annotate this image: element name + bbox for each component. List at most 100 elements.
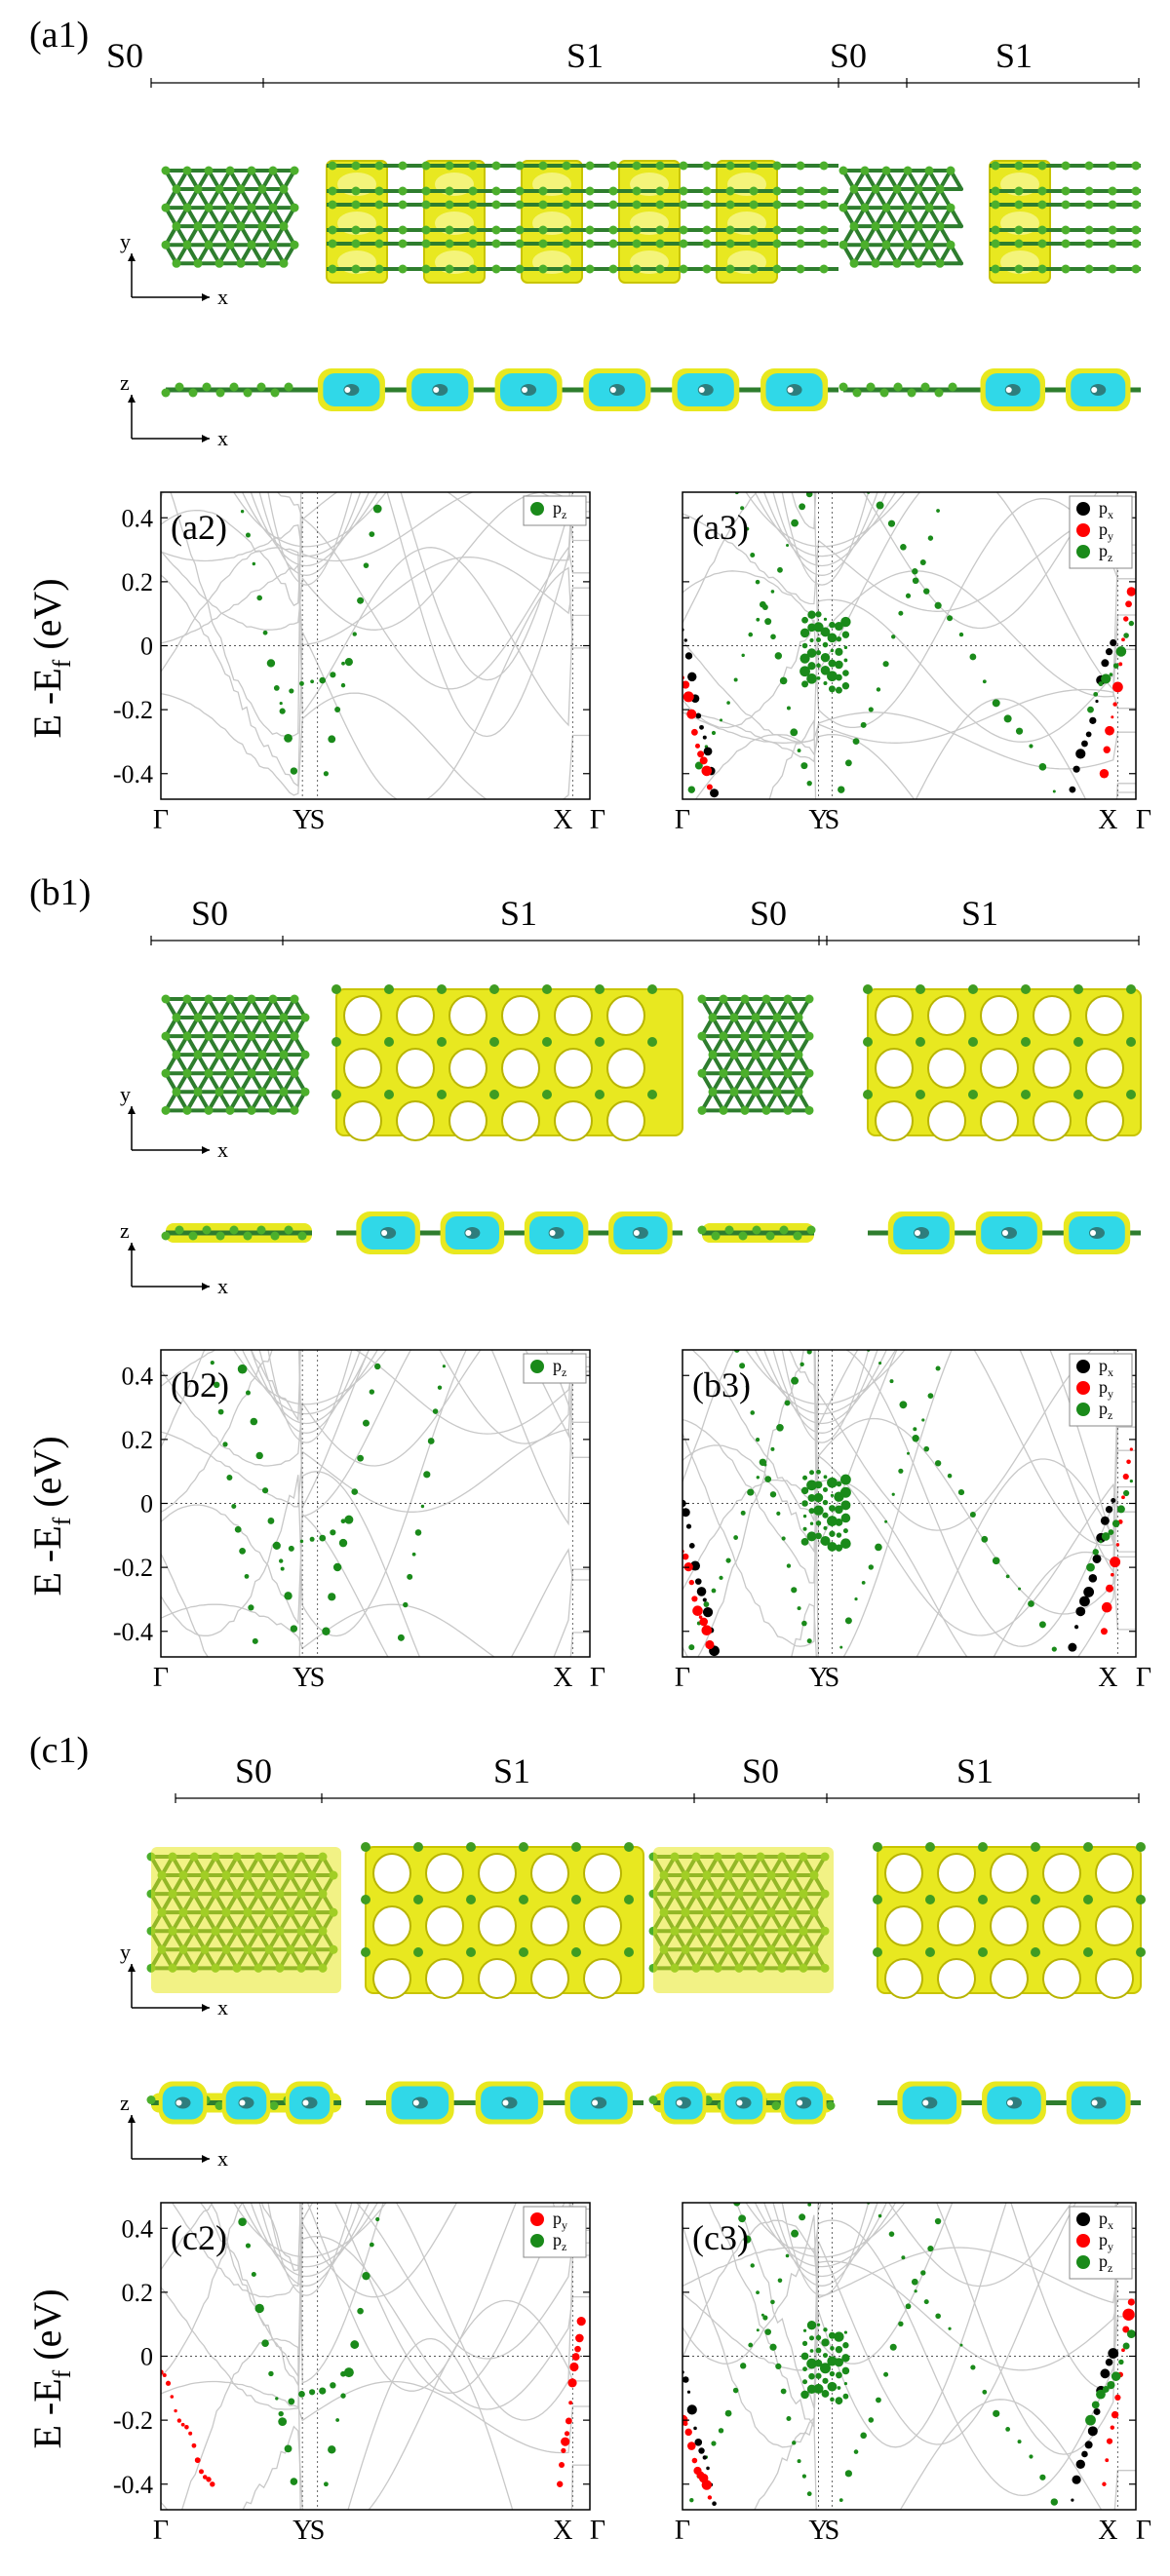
lattice-bonds — [841, 169, 963, 266]
k-point-label: Γ — [590, 2516, 605, 2546]
axis-label: x — [217, 426, 228, 450]
orbital-weights — [240, 504, 382, 777]
k-point-label: S — [310, 1663, 326, 1693]
structure-panel-c: (c1) S0 S1 S0 S1 y x z x — [29, 1730, 1146, 2171]
axis-label: x — [217, 2146, 228, 2171]
y-tick-label: -0.2 — [113, 1554, 153, 1582]
panel-label: (a2) — [171, 508, 227, 547]
y-tick-label: 0 — [140, 2343, 153, 2371]
k-point-label: Γ — [675, 805, 690, 835]
lattice-bonds — [164, 169, 296, 266]
k-point-label: S — [825, 805, 840, 835]
k-point-label: Y — [808, 2516, 828, 2546]
legend: pz — [523, 1353, 587, 1384]
band-plot-projected-pz: 0.40.20-0.2-0.4Γ YS X Γ(a2) pz — [113, 491, 605, 835]
orbital-weights — [682, 2203, 1136, 2507]
y-axis-title: E -Ef (eV) — [25, 578, 76, 738]
panel-label: (c1) — [29, 1730, 89, 1771]
y-axis-title: E -Ef (eV) — [25, 2288, 76, 2448]
axis-label: y — [120, 1940, 131, 1964]
k-point-label: Y — [292, 805, 312, 835]
segment-bar — [150, 936, 1140, 945]
y-tick-label: 0.2 — [122, 1426, 154, 1454]
legend: pz — [523, 495, 587, 526]
segment-label: S1 — [566, 36, 604, 75]
segment-label: S0 — [191, 894, 228, 933]
side-view — [146, 2081, 1141, 2125]
k-point-label: X — [1098, 2516, 1117, 2546]
panel-label: (a1) — [29, 15, 89, 56]
axis-label: z — [120, 2091, 130, 2115]
orbital-weights — [161, 2216, 586, 2487]
k-point-label: Y — [808, 1663, 828, 1693]
band-lines — [682, 492, 1136, 799]
band-lines — [682, 2203, 1136, 2510]
segment-label: S1 — [961, 894, 998, 933]
segment-label: S0 — [750, 894, 787, 933]
segment-label: S0 — [830, 36, 867, 75]
k-point-label: Γ — [1136, 2516, 1151, 2546]
top-view — [146, 1842, 1146, 1999]
k-point-label: X — [553, 2516, 572, 2546]
k-point-label: X — [1098, 1663, 1117, 1693]
k-point-label: Γ — [675, 1663, 690, 1693]
k-point-label: S — [825, 2516, 840, 2546]
structure-panel-a: (a1) S0 S1 S0 S1 y x z x — [29, 15, 1141, 450]
k-point-label: Y — [808, 805, 828, 835]
k-point-label: Γ — [1136, 805, 1151, 835]
side-view — [161, 368, 1141, 411]
k-point-label: S — [310, 805, 326, 835]
k-point-label: Γ — [590, 805, 605, 835]
panel-label: (c3) — [692, 2218, 749, 2257]
axis-label: x — [217, 1274, 228, 1298]
orbital-weights — [682, 492, 1136, 798]
axis-label: x — [217, 285, 228, 309]
y-tick-label: 0.4 — [122, 2214, 154, 2243]
orbital-weights — [682, 1350, 1133, 1657]
band-lines — [682, 1350, 1136, 1657]
y-tick-label: 0 — [140, 1490, 153, 1519]
band-plot-projected-pz: 0.40.20-0.2-0.4Γ YS X Γ(b2) pz — [113, 1349, 605, 1693]
segment-label: S1 — [995, 36, 1033, 75]
segment-label: S0 — [106, 36, 143, 75]
side-view — [161, 1211, 1141, 1254]
k-point-label: X — [1098, 805, 1117, 835]
y-tick-label: 0.4 — [122, 1362, 154, 1390]
panel-label: (b1) — [29, 872, 91, 913]
k-point-label: Γ — [153, 805, 169, 835]
orbital-weights — [210, 1361, 446, 1644]
axis-label: x — [217, 1137, 228, 1162]
k-point-label: Γ — [153, 2516, 169, 2546]
k-point-label: Γ — [1136, 1663, 1151, 1693]
axis-label: y — [120, 229, 131, 253]
panel-label: (a3) — [692, 508, 749, 547]
y-tick-label: -0.4 — [113, 760, 153, 788]
band-lines — [161, 2203, 590, 2510]
axis-label: z — [120, 1218, 130, 1243]
segment-label: S1 — [500, 894, 537, 933]
k-point-label: Γ — [590, 1663, 605, 1693]
top-view — [161, 984, 1142, 1141]
segment-label: S1 — [493, 1751, 530, 1790]
y-tick-label: -0.4 — [113, 2471, 153, 2499]
k-point-label: Y — [292, 1663, 312, 1693]
y-tick-label: -0.2 — [113, 2406, 153, 2435]
k-point-label: S — [825, 1663, 840, 1693]
panel-label: (b3) — [692, 1365, 751, 1404]
y-axis-title: E -Ef (eV) — [25, 1436, 76, 1596]
segment-label: S0 — [742, 1751, 779, 1790]
band-lines — [161, 492, 590, 799]
panel-label: (c2) — [171, 2218, 227, 2257]
y-tick-label: 0.2 — [122, 2279, 154, 2307]
segment-label: S0 — [235, 1751, 272, 1790]
y-tick-label: -0.4 — [113, 1618, 153, 1646]
segment-bar — [175, 1793, 1140, 1803]
